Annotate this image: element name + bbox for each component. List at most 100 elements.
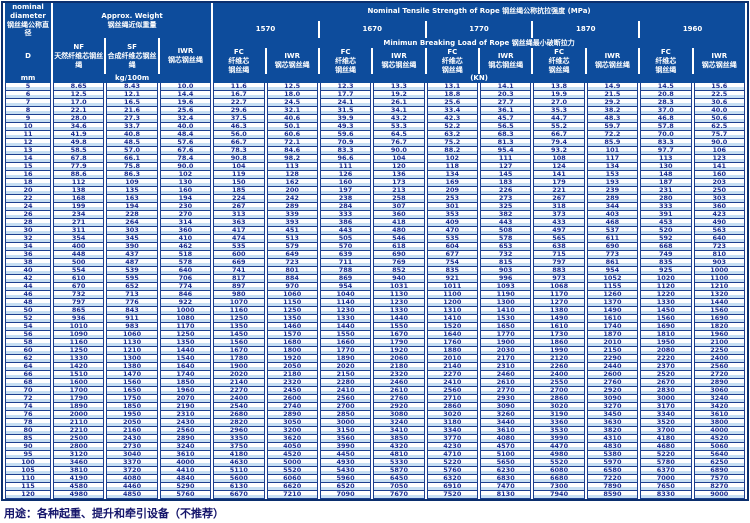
value-cell: 4190 bbox=[53, 475, 105, 484]
value-cell: 271 bbox=[53, 219, 105, 228]
value-cell: 6620 bbox=[266, 483, 318, 492]
value-cell: 1011 bbox=[426, 283, 478, 292]
value-cell: 228 bbox=[106, 211, 158, 220]
value-cell: 124 bbox=[533, 163, 585, 172]
value-cell: 810 bbox=[693, 251, 745, 260]
value-cell: 5640 bbox=[693, 451, 745, 460]
value-cell: 1450 bbox=[640, 307, 692, 316]
header-breaking-load-title: Minimun Breaking Load of Rope 钢丝绳最小破断拉力 bbox=[213, 38, 745, 48]
value-cell: 1160 bbox=[53, 339, 105, 348]
value-cell: 19.9 bbox=[533, 91, 585, 100]
value-cell: 27.7 bbox=[480, 99, 532, 108]
value-cell: 111 bbox=[319, 163, 372, 172]
diameter-cell: 14 bbox=[5, 155, 51, 164]
table-row: 9 28.0 27.3 32.4 37.5 40.6 39.9 43.2 42.3 45.7 44.… bbox=[5, 115, 745, 124]
value-cell: 1900 bbox=[480, 339, 532, 348]
value-cell: 6060 bbox=[266, 475, 318, 484]
diameter-cell: 80 bbox=[5, 427, 51, 436]
value-cell: 35.3 bbox=[533, 107, 585, 116]
diameter-cell: 78 bbox=[5, 419, 51, 428]
value-cell: 4680 bbox=[640, 443, 692, 452]
table-row: 85 2500 2430 2890 3350 3620 3560 3850 3770 4080 39… bbox=[5, 435, 745, 444]
value-cell: 57.8 bbox=[640, 123, 692, 132]
value-cell: 7090 bbox=[319, 491, 372, 500]
table-row: 34 400 390 462 535 579 570 618 604 653 638 690 668 72… bbox=[5, 243, 745, 252]
value-cell: 5220 bbox=[640, 451, 692, 460]
value-cell: 1130 bbox=[373, 291, 425, 300]
diameter-cell: 48 bbox=[5, 299, 51, 308]
value-cell: 2010 bbox=[426, 355, 478, 364]
value-cell: 2030 bbox=[480, 347, 532, 356]
value-cell: 2680 bbox=[213, 411, 265, 420]
value-cell: 2730 bbox=[106, 443, 158, 452]
value-cell: 2190 bbox=[159, 403, 212, 412]
value-cell: 903 bbox=[693, 259, 745, 268]
value-cell: 409 bbox=[426, 219, 478, 228]
weight-iwr-code: IWR bbox=[177, 47, 194, 56]
value-cell: 983 bbox=[106, 323, 158, 332]
value-cell: 1140 bbox=[319, 299, 372, 308]
iwr-code: IWR bbox=[391, 52, 407, 61]
value-cell: 386 bbox=[319, 219, 372, 228]
value-cell: 40.6 bbox=[266, 115, 318, 124]
value-cell: 76.7 bbox=[373, 139, 425, 148]
value-cell: 1880 bbox=[426, 347, 478, 356]
value-cell: 3750 bbox=[213, 443, 265, 452]
iwr-zh: 钢芯钢丝绳 bbox=[594, 61, 630, 70]
value-cell: 668 bbox=[640, 243, 692, 252]
value-cell: 749 bbox=[640, 251, 692, 260]
diameter-cell: 6 bbox=[5, 91, 51, 100]
value-cell: 1380 bbox=[106, 363, 158, 372]
value-cell: 5520 bbox=[266, 467, 318, 476]
value-cell: 55.2 bbox=[533, 123, 585, 132]
value-cell: 40.0 bbox=[693, 107, 745, 116]
value-cell: 2710 bbox=[426, 395, 478, 404]
value-cell: 2560 bbox=[693, 363, 745, 372]
value-cell: 954 bbox=[586, 267, 639, 276]
value-cell: 2520 bbox=[640, 371, 692, 380]
value-cell: 1210 bbox=[693, 283, 745, 292]
value-cell: 2290 bbox=[586, 355, 639, 364]
diameter-cell: 8 bbox=[5, 107, 51, 116]
diameter-cell: 62 bbox=[5, 355, 51, 364]
value-cell: 213 bbox=[373, 187, 425, 196]
value-cell: 5220 bbox=[426, 459, 478, 468]
value-cell: 3020 bbox=[426, 411, 478, 420]
table-row: 72 1790 1750 2070 2400 2600 2560 2760 2710 2930 28… bbox=[5, 395, 745, 404]
weight-sf-code: SF bbox=[127, 43, 137, 51]
table-row: 50 865 843 1000 1160 1250 1230 1330 1310 1410 1380… bbox=[5, 307, 745, 316]
value-cell: 433 bbox=[533, 219, 585, 228]
fc-zh2: 钢丝绳 bbox=[548, 65, 570, 74]
value-cell: 1550 bbox=[373, 323, 425, 332]
value-cell: 600 bbox=[213, 251, 265, 260]
value-cell: 2070 bbox=[159, 395, 212, 404]
value-cell: 592 bbox=[640, 235, 692, 244]
value-cell: 128 bbox=[266, 171, 318, 180]
table-row: 28 271 264 314 363 393 386 418 409 443 433 468 453 49… bbox=[5, 219, 745, 228]
value-cell: 6320 bbox=[426, 475, 478, 484]
value-cell: 2460 bbox=[480, 371, 532, 380]
value-cell: 101 bbox=[586, 147, 639, 156]
value-cell: 83.3 bbox=[640, 139, 692, 148]
value-cell: 5110 bbox=[213, 467, 265, 476]
value-cell: 1020 bbox=[640, 275, 692, 284]
value-cell: 2560 bbox=[159, 427, 212, 436]
value-cell: 1010 bbox=[53, 323, 105, 332]
value-cell: 2120 bbox=[533, 355, 585, 364]
value-cell: 391 bbox=[640, 211, 692, 220]
iwr-code: IWR bbox=[497, 52, 514, 61]
value-cell: 817 bbox=[213, 275, 265, 284]
value-cell: 2410 bbox=[426, 379, 478, 388]
value-cell: 78.3 bbox=[213, 147, 265, 156]
value-cell: 1000 bbox=[159, 307, 212, 316]
value-cell: 1350 bbox=[266, 315, 318, 324]
value-cell: 3440 bbox=[480, 419, 532, 428]
value-cell: 393 bbox=[266, 219, 318, 228]
value-cell: 2830 bbox=[640, 387, 692, 396]
value-cell: 4850 bbox=[106, 491, 158, 500]
value-cell: 3630 bbox=[586, 419, 639, 428]
value-cell: 732 bbox=[480, 251, 532, 260]
table-row: 120 4980 4850 5760 6670 7210 7090 7670 7520 8130 7… bbox=[5, 491, 745, 500]
value-cell: 570 bbox=[319, 243, 372, 252]
value-cell: 8.43 bbox=[106, 83, 158, 92]
